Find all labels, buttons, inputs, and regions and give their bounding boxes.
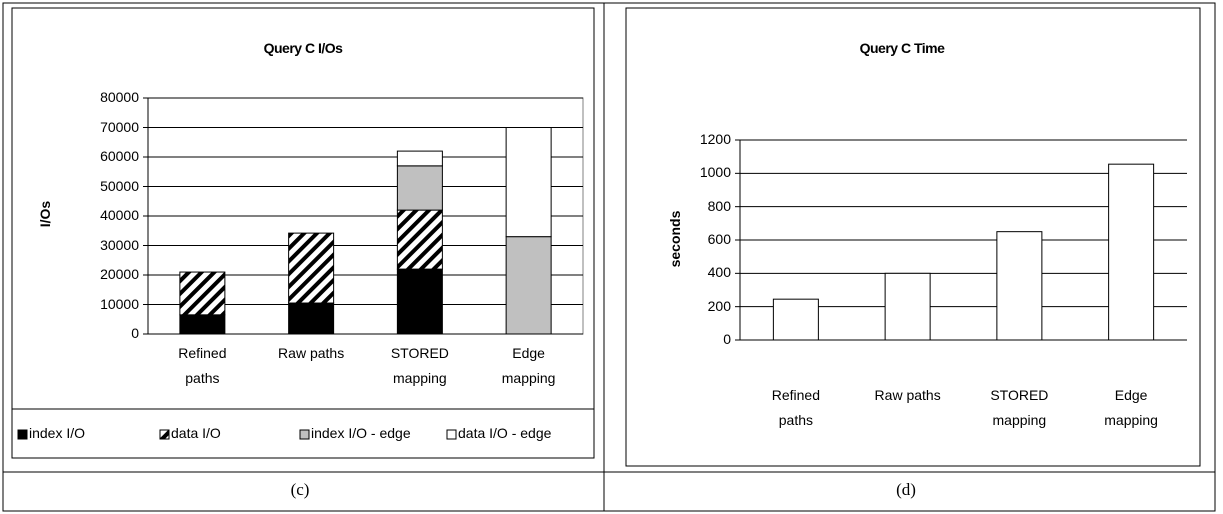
- y-tick-label: 40000: [100, 207, 139, 223]
- y-tick-label: 20000: [100, 266, 139, 282]
- legend-label: index I/O - edge: [311, 425, 411, 441]
- legend-box: [11, 408, 595, 459]
- x-tick-label: Edge mapping: [1104, 387, 1158, 428]
- bar: [996, 231, 1043, 341]
- y-tick-label: 80000: [100, 89, 139, 105]
- y-tick-label: 30000: [100, 236, 139, 253]
- x-tick-label: STORED mapping: [990, 387, 1049, 428]
- y-tick-label: 400: [707, 264, 731, 281]
- y-tick-label: 0: [723, 331, 731, 347]
- bar-segment: [505, 236, 552, 335]
- x-tick-label: Edge mapping: [501, 345, 556, 386]
- y-tick-label: 60000: [100, 148, 139, 164]
- caption: (d): [896, 480, 916, 499]
- y-tick-label: 10000: [100, 295, 139, 312]
- y-tick-label: 70000: [100, 118, 139, 135]
- y-tick-label: 600: [707, 231, 731, 247]
- y-tick-label: 1200: [699, 131, 731, 147]
- legend-label: index I/O: [29, 425, 86, 441]
- legend-swatch: [299, 429, 310, 440]
- y-tick-label: 0: [131, 325, 139, 341]
- chart-title: Query C Time: [859, 40, 945, 56]
- bar-segment: [396, 165, 443, 211]
- bar-segment: [179, 271, 226, 316]
- x-tick-label: STORED mapping: [390, 345, 449, 386]
- legend-swatch: [17, 429, 28, 440]
- x-tick-label: Raw paths: [874, 387, 941, 403]
- x-tick-label: Raw paths: [278, 345, 345, 361]
- bar-segment: [505, 127, 552, 238]
- bar-segment: [288, 232, 335, 304]
- bar: [1108, 163, 1155, 341]
- bar: [772, 298, 819, 341]
- bar: [884, 272, 931, 341]
- caption: (c): [290, 480, 310, 499]
- bar-segment: [179, 314, 226, 335]
- y-tick-label: 200: [707, 297, 731, 314]
- y-tick-label: 50000: [100, 177, 139, 194]
- chart-frame: [625, 7, 1201, 467]
- bar-segment: [396, 268, 443, 335]
- legend-label: data I/O - edge: [458, 425, 552, 441]
- x-tick-label: Refined paths: [178, 345, 227, 386]
- bar-segment: [396, 150, 443, 167]
- y-axis-label: I/Os: [37, 200, 53, 228]
- y-axis-label: seconds: [667, 210, 683, 268]
- legend-label: data I/O: [171, 425, 221, 441]
- bar-segment: [288, 302, 335, 335]
- legend-swatch: [446, 429, 457, 440]
- x-tick-label: Refined paths: [771, 387, 820, 428]
- chart-title: Query C I/Os: [263, 40, 343, 56]
- y-tick-label: 1000: [699, 164, 731, 181]
- bar-segment: [396, 209, 443, 270]
- legend-swatch: [159, 429, 170, 440]
- y-tick-label: 800: [707, 197, 731, 214]
